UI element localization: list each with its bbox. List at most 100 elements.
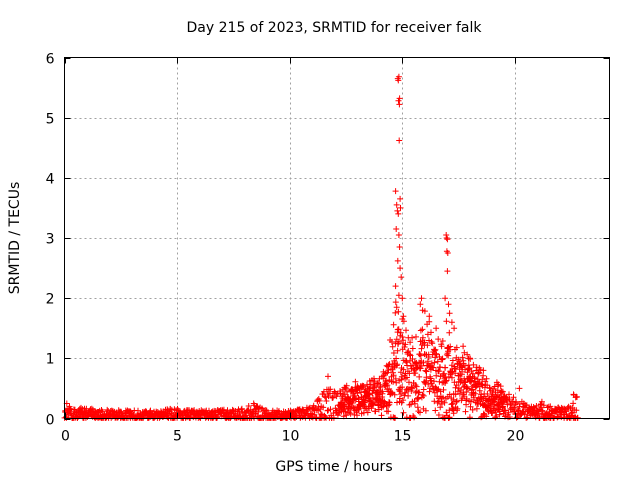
data-point [480,367,487,374]
data-point [431,378,437,385]
data-point [388,338,395,345]
data-point [323,398,330,404]
data-point [420,392,427,399]
data-point [443,235,450,241]
data-point [434,358,441,365]
data-point [530,404,537,410]
data-point [434,387,441,393]
data-point [449,357,456,364]
data-point [442,295,449,302]
data-point [458,371,465,378]
data-point [398,391,404,398]
data-point [431,359,438,366]
data-point [417,301,424,308]
data-point [415,395,422,402]
data-point [453,344,460,351]
data-point [389,343,396,350]
data-point [425,354,432,360]
data-point [400,397,407,404]
data-point [349,400,356,406]
data-point [402,389,409,396]
data-point [491,383,498,390]
data-point [444,250,451,256]
data-point [419,391,426,398]
data-point [386,399,393,406]
data-point [332,389,339,396]
data-point [483,375,490,382]
data-point [572,394,579,401]
data-point [395,308,402,315]
data-point [437,404,444,411]
data-point [390,414,397,421]
data-point [419,307,426,314]
data-point [397,204,404,211]
data-point [467,403,474,410]
data-point [441,399,448,406]
data-point [464,351,471,358]
data-point [395,292,402,299]
data-point [409,334,416,341]
data-point [405,386,412,393]
data-point [104,406,111,413]
data-point [417,352,424,359]
data-point [466,414,473,421]
data-point [71,406,78,413]
data-point [446,414,453,421]
data-point [492,414,499,421]
data-point [475,380,482,387]
data-point [245,403,252,409]
data-point [400,318,407,325]
data-point [574,414,581,421]
data-point [453,398,460,404]
data-point [395,210,402,217]
data-point [445,301,452,308]
data-point [452,370,459,377]
data-point [462,379,469,385]
data-point [402,341,409,348]
data-point [524,414,531,421]
data-point [470,361,477,368]
data-point [505,409,512,416]
data-point [477,366,484,373]
data-point [573,407,580,414]
data-point [379,390,386,397]
data-point [322,394,329,401]
data-point [214,414,221,421]
data-point [444,236,451,243]
data-point [394,347,401,354]
data-point [390,321,397,328]
data-point [396,244,403,250]
x-tick-label: 10 [282,429,300,445]
data-point [516,385,523,392]
data-point [453,382,460,389]
data-point [521,411,528,418]
data-point [426,318,433,325]
data-point [489,410,496,417]
x-tick-label: 20 [507,429,525,445]
grid-layer [64,57,610,419]
data-point [463,384,470,391]
data-point [324,407,331,414]
data-point [418,362,425,369]
y-tick-label: 2 [46,292,55,308]
data-point [444,268,451,275]
data-point [396,137,403,144]
data-point [540,402,547,409]
data-point [401,344,408,350]
data-point [464,369,471,376]
data-point [413,333,419,340]
data-point [506,396,513,403]
data-point [426,313,433,320]
data-point [397,329,404,336]
data-point [409,345,416,352]
data-point [403,414,410,421]
data-point [468,377,475,384]
data-point [417,327,424,334]
data-point [385,361,392,368]
data-point [384,369,391,376]
data-point [445,352,452,359]
data-point [502,407,509,414]
data-point [397,265,404,272]
data-point [493,379,500,386]
data-point [449,406,456,413]
